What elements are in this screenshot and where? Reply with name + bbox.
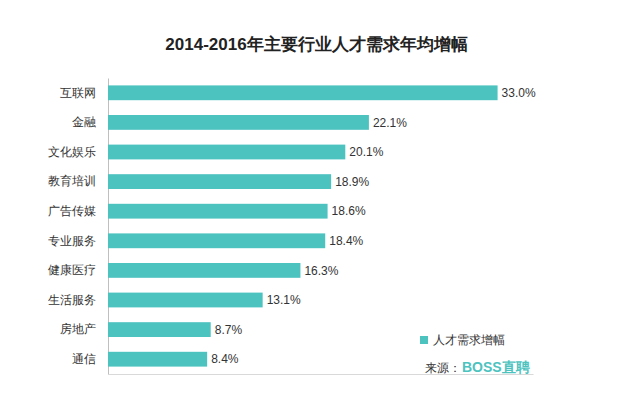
y-tick: 文化娱乐: [48, 145, 108, 159]
bars: [108, 85, 498, 366]
data-label: 18.9%: [335, 175, 369, 189]
y-tick-label: 文化娱乐: [48, 145, 96, 159]
data-label: 16.3%: [304, 264, 338, 278]
legend-item: 人才需求增幅: [420, 333, 505, 347]
bar: [108, 263, 300, 278]
y-tick: 互联网: [60, 86, 108, 100]
y-tick: 金融: [72, 115, 108, 129]
data-label: 13.1%: [267, 293, 301, 307]
y-tick: 通信: [72, 352, 108, 366]
data-label: 33.0%: [502, 86, 536, 100]
y-tick-label: 金融: [72, 115, 96, 129]
bar: [108, 204, 328, 219]
bar: [108, 85, 498, 100]
y-tick: 广告传媒: [48, 204, 108, 218]
legend: 人才需求增幅: [420, 333, 505, 347]
data-label: 22.1%: [373, 116, 407, 130]
y-tick-label: 教育培训: [48, 174, 96, 188]
y-tick-label: 健康医疗: [48, 263, 96, 277]
bar: [108, 322, 211, 337]
legend-swatch: [420, 336, 428, 344]
plot: 互联网金融文化娱乐教育培训广告传媒专业服务健康医疗生活服务房地产通信 33.0% 2…: [48, 79, 536, 375]
bar: [108, 174, 331, 189]
data-label: 20.1%: [349, 145, 383, 159]
data-label: 18.6%: [332, 204, 366, 218]
y-tick-label: 广告传媒: [48, 204, 96, 218]
bar: [108, 352, 207, 367]
data-label: 18.4%: [329, 234, 363, 248]
y-tick: 生活服务: [48, 293, 108, 307]
data-label: 8.4%: [211, 352, 239, 366]
y-tick-label: 房地产: [60, 322, 96, 336]
y-tick-label: 互联网: [60, 86, 96, 100]
y-tick-label: 专业服务: [48, 234, 96, 248]
bar: [108, 293, 263, 308]
source: 来源：BOSS直聘: [425, 359, 530, 375]
y-tick-label: 通信: [72, 352, 96, 366]
y-tick: 专业服务: [48, 234, 108, 248]
bar: [108, 145, 345, 160]
legend-label: 人才需求增幅: [433, 333, 505, 347]
data-labels: 33.0% 22.1% 20.1% 18.9% 18.6% 18.4% 16.3% 13.1%…: [211, 86, 536, 366]
data-label: 8.7%: [215, 323, 243, 337]
y-tick-label: 生活服务: [48, 293, 96, 307]
source-text: BOSS直聘: [462, 359, 530, 375]
y-axis: 互联网金融文化娱乐教育培训广告传媒专业服务健康医疗生活服务房地产通信: [48, 79, 109, 375]
chart: 2014-2016年主要行业人才需求年均增幅互联网金融文化娱乐教育培训广告传媒专…: [0, 0, 633, 395]
source-text: 来源：: [425, 361, 461, 375]
bar: [108, 115, 369, 130]
title: 2014-2016年主要行业人才需求年均增幅: [165, 35, 467, 54]
y-tick: 教育培训: [48, 174, 108, 188]
bar: [108, 233, 325, 248]
y-tick: 房地产: [60, 322, 108, 336]
y-tick: 健康医疗: [48, 263, 108, 277]
